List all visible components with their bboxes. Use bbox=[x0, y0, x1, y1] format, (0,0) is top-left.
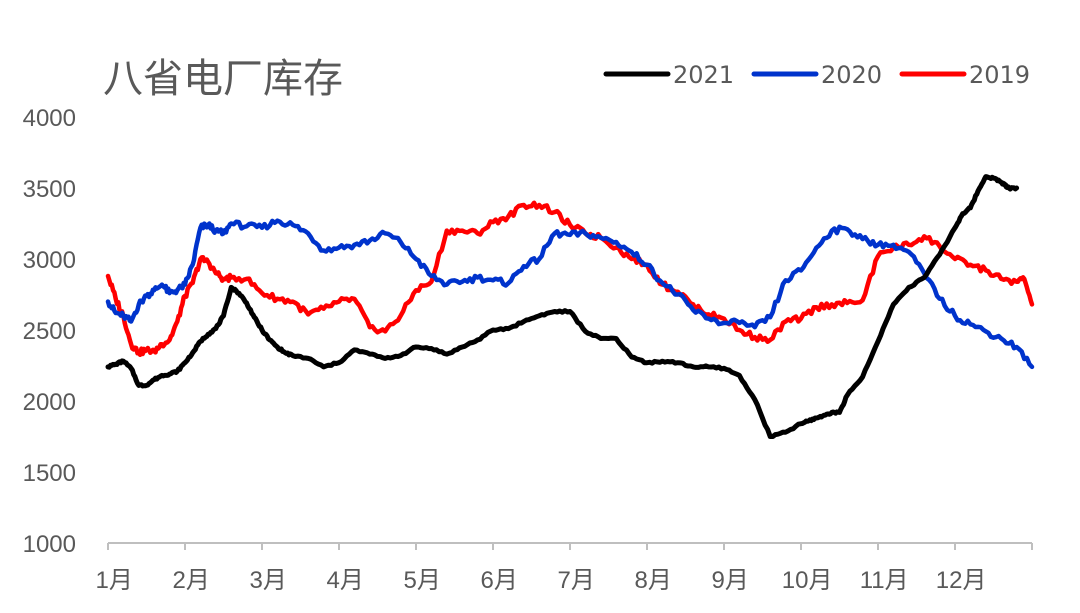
y-tick-label-3500: 3500 bbox=[23, 176, 76, 203]
legend-entry-2020: 2020 bbox=[751, 61, 882, 89]
x-tick-label-11: 11月 bbox=[860, 567, 909, 594]
series-line-2019 bbox=[105, 200, 1035, 358]
y-tick-label-4000: 4000 bbox=[23, 105, 76, 132]
y-tick-label-3000: 3000 bbox=[23, 247, 76, 274]
x-tick-label-3: 3月 bbox=[249, 567, 286, 594]
legend-label-2020: 2020 bbox=[821, 61, 882, 89]
x-tick-label-6: 6月 bbox=[480, 567, 517, 594]
x-tick-label-12: 12月 bbox=[936, 567, 987, 594]
x-tick-label-5: 5月 bbox=[403, 567, 440, 594]
y-axis: 1000 1500 2000 2500 3000 3500 4000 bbox=[23, 105, 76, 558]
y-tick-label-2000: 2000 bbox=[23, 389, 76, 416]
x-tick-label-4: 4月 bbox=[326, 567, 363, 594]
chart-title: 八省电厂库存 bbox=[103, 56, 343, 102]
legend-label-2021: 2021 bbox=[673, 61, 734, 89]
x-axis: 1月 2月 3月 4月 5月 6月 7月 8月 9月 10月 11月 12月 bbox=[95, 542, 1033, 594]
legend: 2021 2020 2019 bbox=[603, 61, 1030, 89]
x-tick-label-1: 1月 bbox=[95, 567, 132, 594]
x-tick-label-9: 9月 bbox=[711, 567, 748, 594]
y-tick-label-2500: 2500 bbox=[23, 318, 76, 345]
plot-lines bbox=[105, 174, 1035, 439]
legend-entry-2021: 2021 bbox=[603, 61, 734, 89]
legend-label-2019: 2019 bbox=[969, 61, 1030, 89]
series-line-2020 bbox=[105, 218, 1035, 370]
series-line-2021 bbox=[105, 174, 1020, 439]
x-tick-label-7: 7月 bbox=[557, 567, 594, 594]
x-tick-label-10: 10月 bbox=[782, 567, 833, 594]
y-tick-label-1500: 1500 bbox=[23, 460, 76, 487]
x-tick-label-8: 8月 bbox=[634, 567, 671, 594]
legend-entry-2019: 2019 bbox=[899, 61, 1030, 89]
x-tick-label-2: 2月 bbox=[172, 567, 209, 594]
y-tick-label-1000: 1000 bbox=[23, 531, 76, 558]
